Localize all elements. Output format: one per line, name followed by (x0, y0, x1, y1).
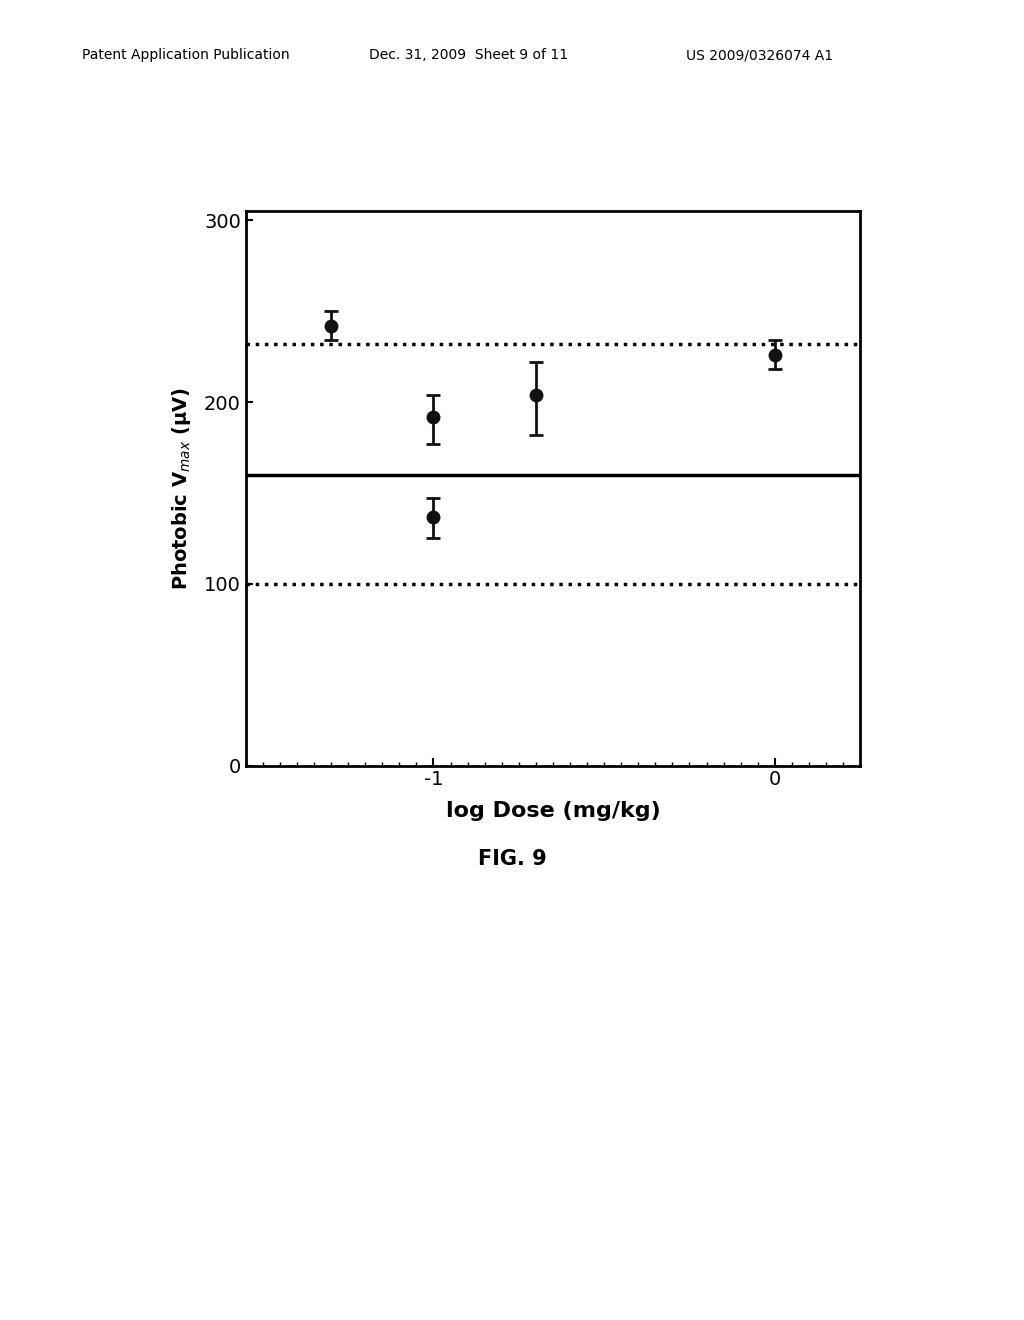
Text: Patent Application Publication: Patent Application Publication (82, 49, 290, 62)
X-axis label: log Dose (mg/kg): log Dose (mg/kg) (445, 800, 660, 821)
Text: FIG. 9: FIG. 9 (477, 849, 547, 869)
Y-axis label: Photobic V$_{max}$ (μV): Photobic V$_{max}$ (μV) (170, 387, 193, 590)
Text: Dec. 31, 2009  Sheet 9 of 11: Dec. 31, 2009 Sheet 9 of 11 (369, 49, 567, 62)
Text: US 2009/0326074 A1: US 2009/0326074 A1 (686, 49, 834, 62)
